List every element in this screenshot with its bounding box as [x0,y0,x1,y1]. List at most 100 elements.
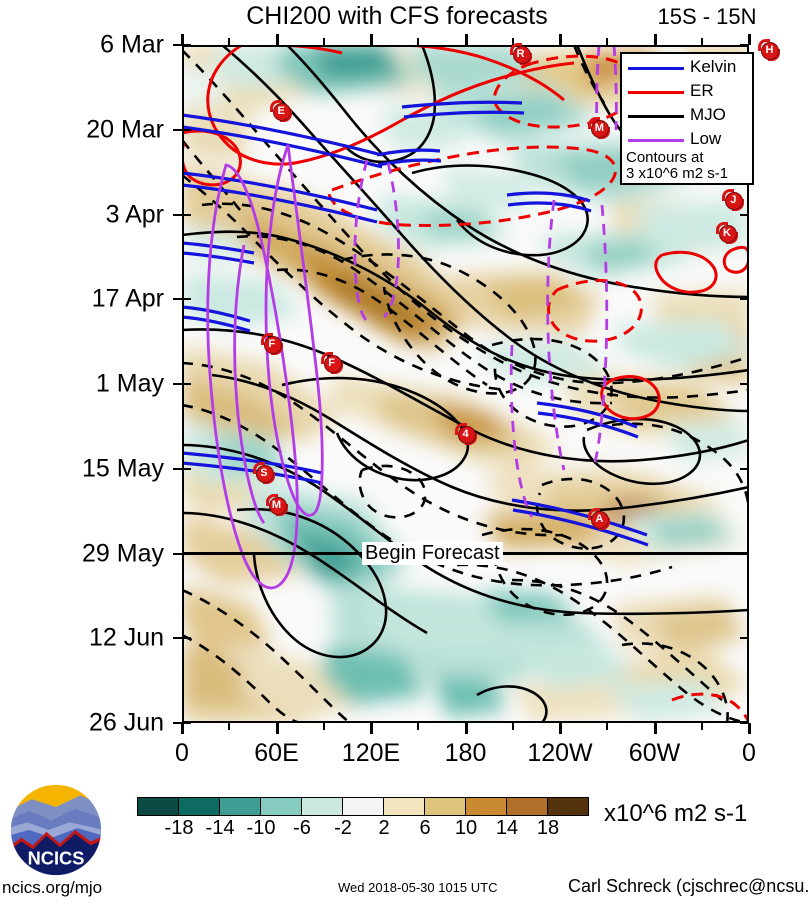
storm-letter: F [328,356,335,369]
cyclone-icon [320,351,333,364]
x-tick-label: 120E [341,739,401,767]
storm-disc [718,225,737,244]
colorbar-cell: 2 [378,798,425,839]
storm-letter: M [271,498,282,511]
storm-marker: K [715,222,738,245]
x-tick [275,723,279,734]
cyclone-icon [509,42,522,55]
x-tick [464,723,468,734]
y-tick-label: 3 Apr [105,200,164,228]
colorbar-cell: 18 [537,798,588,839]
x-tick [417,723,420,730]
begin-forecast-label: Begin Forecast [362,542,503,565]
y-tick [173,213,182,216]
legend-label-er: ER [690,81,714,100]
x-tick-top [700,38,703,45]
storm-disc [255,465,274,484]
colorbar-tick-label: 2 [378,817,390,839]
storm-disc [273,102,292,121]
y-tick-inner [182,213,191,216]
storm-letter: M [594,121,604,134]
legend-swatch-mjo [628,115,684,118]
cyclone-icon-tail [725,232,738,245]
storm-marker: J [722,188,745,211]
legend-item-low: Low [628,129,750,151]
x-tick [181,723,184,734]
x-tick-top [511,38,514,45]
colorbar-cell: -2 [334,798,384,839]
y-tick [173,128,182,131]
x-tick-label: 60E [254,739,299,767]
storm-letter: S [260,467,268,480]
y-tick-right [740,383,749,385]
y-tick-right [740,637,749,640]
y-tick [173,637,182,640]
y-tick-label: 1 May [95,369,164,398]
x-tick [606,723,609,730]
colorbar: -18 -14 -10 -6 -2 2 6 10 14 18 [137,797,589,839]
x-tick [653,723,657,734]
colorbar-cell: -10 [247,798,302,839]
colorbar-tick-label: -18 [164,817,194,839]
colorbar-units: x10^6 m2 s-1 [604,800,748,827]
cyclone-icon-tail [768,49,781,62]
storm-letter: A [595,512,604,525]
cyclone-icon [252,462,265,475]
y-tick [173,552,182,555]
y-tick-right [740,298,749,301]
y-tick-inner [182,467,191,470]
latitude-band-label: 15S - 15N [657,4,757,29]
storm-letter: H [765,44,774,57]
colorbar-tick-label: 18 [536,817,560,839]
x-tick [559,723,562,734]
footer-author: Carl Schreck (cjschrec@ncsu.edu) [568,876,809,896]
y-tick [173,44,182,46]
page-title: CHI200 with CFS forecasts [246,2,548,30]
ncics-logo: NCICS [8,782,104,878]
x-tick-label: 180 [444,739,487,767]
storm-disc [457,426,476,445]
footer-timestamp: Wed 2018-05-30 1015 UTC [338,880,498,895]
storm-letter: R [516,47,525,60]
footer-site-link[interactable]: ncics.org/mjo [2,878,103,897]
legend-item-kelvin: Kelvin [628,57,750,79]
x-tick-top [464,34,468,45]
y-tick-inner [182,128,191,131]
cyclone-icon-tail [270,342,283,355]
x-tick-top [370,34,373,45]
low-contours [206,144,324,590]
storm-disc [323,354,342,373]
cyclone-icon [715,222,728,235]
colorbar-tick-label: 6 [419,817,431,839]
storm-marker: F [320,351,343,374]
cyclone-icon [588,507,601,520]
storm-marker: M [588,116,611,139]
storm-letter: 4 [462,428,469,441]
x-tick-label: 120W [527,739,593,767]
storm-marker: E [270,99,293,122]
kelvin-waves [182,100,649,547]
x-tick-top [559,34,562,45]
legend-label-low: Low [690,129,722,148]
cyclone-icon-tail [598,517,611,530]
storm-letter: J [730,193,737,206]
storm-marker: F [260,332,283,355]
y-tick-inner [182,383,191,385]
legend-label-kelvin: Kelvin [690,57,737,76]
legend-label-mjo: MJO [690,105,726,124]
storm-disc [725,191,744,210]
storm-letter: K [722,227,731,240]
x-tick [748,723,751,734]
x-tick-top [322,38,325,45]
y-tick-label: 12 Jun [88,623,164,652]
cyclone-icon-tail [262,472,275,485]
storm-disc [268,496,287,515]
x-tick-top [748,34,751,45]
x-tick [322,723,325,730]
colorbar-cell: 6 [419,798,466,839]
colorbar-cell: 10 [455,798,507,839]
cyclone-icon-tail [464,433,477,446]
cyclone-icon-tail [275,503,288,516]
legend: Kelvin ER MJO Low Contours at 3 x10^6 m2… [620,52,754,185]
